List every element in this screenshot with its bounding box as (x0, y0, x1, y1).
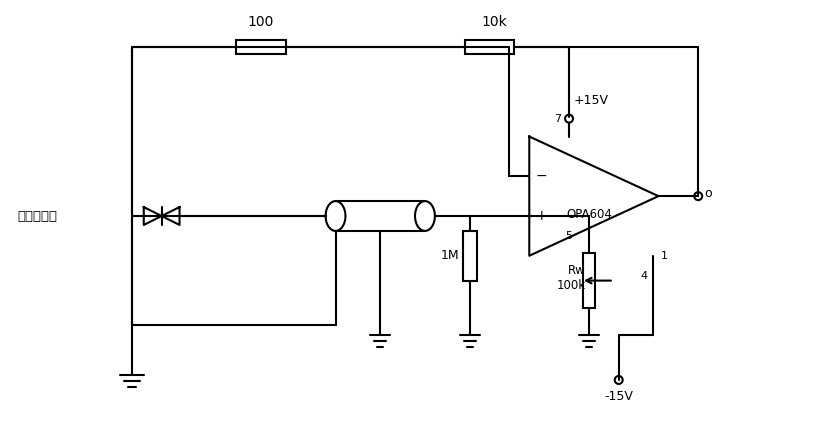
Ellipse shape (415, 201, 435, 231)
Text: 100: 100 (248, 15, 274, 29)
Text: Rw: Rw (568, 264, 586, 277)
Text: 压电传感器: 压电传感器 (18, 210, 58, 222)
Text: 1M: 1M (441, 249, 459, 262)
Text: -15V: -15V (605, 390, 633, 403)
Text: OPA604: OPA604 (566, 208, 612, 221)
Text: +15V: +15V (574, 94, 609, 107)
Text: +: + (535, 209, 547, 223)
Bar (583, 253, 595, 308)
Text: o: o (704, 187, 711, 200)
Text: −: − (535, 169, 547, 183)
Text: 10k: 10k (482, 15, 508, 29)
Text: 7: 7 (554, 114, 561, 124)
Bar (465, 40, 514, 54)
Ellipse shape (326, 201, 346, 231)
Text: 4: 4 (640, 271, 647, 281)
Text: 100k: 100k (557, 279, 586, 292)
Text: 5: 5 (565, 231, 573, 241)
Bar (463, 231, 477, 281)
Text: 1: 1 (660, 251, 667, 261)
Bar (236, 40, 286, 54)
